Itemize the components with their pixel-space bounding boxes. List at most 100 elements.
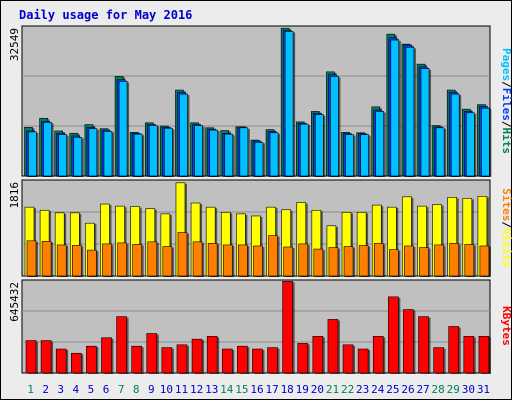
day-label: 20 [311,383,324,396]
day-label: 21 [326,383,339,396]
bar-kbytes [191,338,203,374]
bar-pages [315,114,324,177]
bar-pages [390,39,400,177]
bar-pages [209,129,218,177]
bar-pages [73,137,83,177]
legend: KBytes [500,306,512,346]
bar-sites [71,245,82,277]
bar-pages [88,128,98,177]
chart-title: Daily usage for May 2016 [19,8,192,22]
bar-pages [299,123,309,177]
bar-kbytes [146,333,158,374]
day-label: 25 [386,383,399,396]
bar-kbytes [282,281,293,374]
ymax-label: 645432 [8,282,21,322]
bar-sites [222,244,233,277]
bar-kbytes [116,316,127,374]
bar-kbytes [86,345,97,374]
bar-sites [147,241,158,277]
bar-kbytes [388,296,399,374]
bar-kbytes [478,336,490,374]
legend-entry: Files [500,88,512,121]
panel-kbytes: 645432 KBytes [8,279,512,374]
bar-sites [343,246,354,277]
bar-sites [87,249,97,277]
bar-sites [479,245,490,277]
bar-sites [268,235,278,277]
bar-pages [269,132,279,177]
legend-entry: / [500,121,512,128]
bar-pages [118,81,128,177]
bar-pages [133,133,143,177]
bar-pages [375,111,385,177]
bar-kbytes [433,347,444,374]
day-label: 1 [27,383,34,396]
bar-sites [192,241,203,277]
bar-sites [207,243,218,277]
bar-kbytes [237,345,248,374]
bar-kbytes [342,344,354,374]
bar-sites [358,245,369,277]
day-label: 2 [42,383,49,396]
bar-pages [164,127,173,177]
day-label: 8 [133,383,140,396]
day-label: 17 [265,383,278,396]
day-label: 13 [205,383,218,396]
bar-pages [435,127,445,177]
bar-pages [330,76,339,177]
day-label: 7 [118,383,125,396]
day-label: 4 [73,383,80,396]
bar-pages [284,31,294,177]
day-label: 5 [88,383,95,396]
day-label: 30 [462,383,475,396]
day-label: 26 [401,383,414,396]
bar-pages [58,134,67,177]
bar-sites [238,244,248,277]
legend-entry: KBytes [500,306,512,346]
bar-kbytes [55,348,67,374]
bar-pages [345,134,354,177]
day-label: 15 [235,383,248,396]
day-label: 10 [160,383,173,396]
bar-kbytes [131,345,142,374]
bar-kbytes [40,340,52,374]
bar-pages [239,127,249,177]
day-label: 16 [250,383,263,396]
bar-kbytes [267,347,278,374]
bar-kbytes [327,319,339,374]
bar-kbytes [161,347,173,374]
bar-sites [253,245,263,277]
bar-kbytes [101,337,112,374]
day-label: 23 [356,383,369,396]
day-label: 19 [296,383,309,396]
bar-kbytes [297,343,309,374]
bar-kbytes [403,309,414,374]
legend-entry: / [500,81,512,88]
day-label: 3 [57,383,64,396]
bar-pages [194,125,203,177]
bar-kbytes [70,352,82,374]
bar-sites [26,240,37,277]
day-label: 22 [341,383,354,396]
bar-pages [481,107,490,177]
ymax-label: 32549 [8,28,21,61]
bar-sites [102,243,112,277]
day-label: 27 [416,383,429,396]
bar-kbytes [418,316,429,374]
day-label: 11 [175,383,188,396]
day-label: 24 [371,383,385,396]
day-label: 28 [432,383,445,396]
bar-kbytes [357,348,369,374]
bar-sites [404,245,414,277]
bar-sites [283,246,293,277]
bar-sites [449,243,460,277]
bar-sites [313,248,324,277]
bar-pages [103,131,113,177]
bar-kbytes [176,344,188,374]
legend-entry: Pages [500,48,512,81]
day-label: 6 [103,383,110,396]
panel-visits-sites: 1816 Sites/Visits [8,179,512,277]
day-label: 31 [477,383,490,396]
bar-sites [419,247,429,277]
